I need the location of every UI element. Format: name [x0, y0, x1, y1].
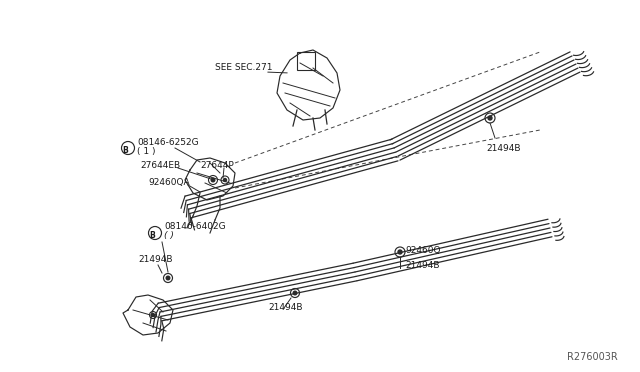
Text: B: B [123, 146, 129, 155]
Text: R276003R: R276003R [567, 352, 618, 362]
Text: 08146-6402G: 08146-6402G [164, 222, 226, 231]
Text: ( ): ( ) [164, 231, 174, 240]
Text: B: B [150, 231, 156, 240]
Circle shape [488, 116, 492, 120]
Text: SEE SEC.271: SEE SEC.271 [215, 63, 273, 72]
Circle shape [152, 314, 154, 317]
Circle shape [223, 179, 227, 182]
Circle shape [398, 250, 402, 254]
Circle shape [211, 178, 215, 182]
Text: 21494B: 21494B [268, 303, 303, 312]
Text: 21494B: 21494B [486, 144, 520, 153]
Circle shape [293, 291, 297, 295]
Bar [297, 52, 315, 70]
Text: 27644EB: 27644EB [140, 161, 180, 170]
Text: 21494B: 21494B [138, 255, 173, 264]
Text: 92460Q: 92460Q [405, 246, 440, 255]
Text: ( 1 ): ( 1 ) [137, 147, 156, 156]
Text: 27644P: 27644P [200, 161, 234, 170]
Text: 92460QA: 92460QA [148, 178, 189, 187]
Circle shape [166, 276, 170, 280]
Text: 08146-6252G: 08146-6252G [137, 138, 198, 147]
Text: 21494B: 21494B [405, 261, 440, 270]
